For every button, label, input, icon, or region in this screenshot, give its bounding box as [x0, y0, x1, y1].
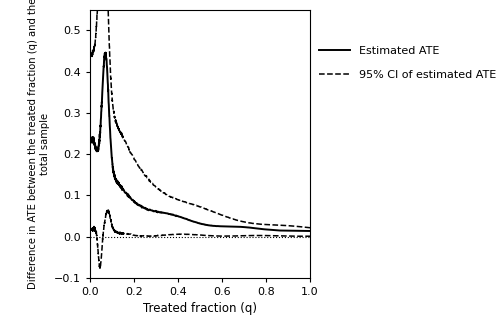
Legend: Estimated ATE, 95% CI of estimated ATE: Estimated ATE, 95% CI of estimated ATE: [314, 42, 500, 84]
Y-axis label: Difference in ATE between the treated fraction (q) and the
total sample: Difference in ATE between the treated fr…: [28, 0, 50, 289]
X-axis label: Treated fraction (q): Treated fraction (q): [143, 302, 257, 315]
